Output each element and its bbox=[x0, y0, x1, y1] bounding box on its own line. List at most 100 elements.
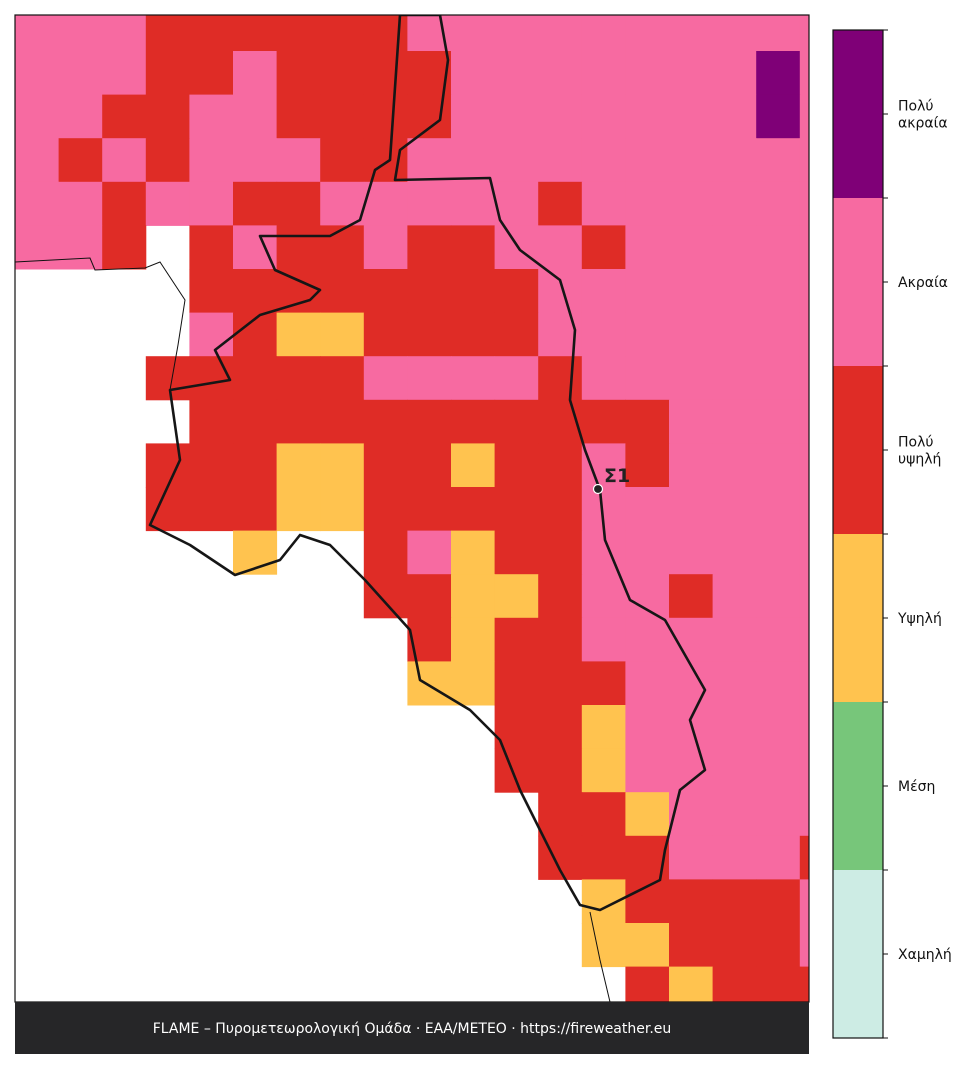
cell bbox=[363, 574, 408, 619]
cell bbox=[625, 225, 670, 270]
cell bbox=[145, 443, 190, 488]
cell bbox=[451, 574, 496, 619]
cell bbox=[625, 15, 670, 52]
cell bbox=[581, 574, 626, 619]
footer-bar bbox=[15, 1002, 809, 1054]
cell bbox=[538, 748, 583, 793]
cell bbox=[494, 443, 539, 488]
cell bbox=[538, 399, 583, 444]
cell bbox=[363, 312, 408, 357]
cell bbox=[799, 225, 809, 270]
cell bbox=[233, 51, 278, 96]
cell bbox=[451, 94, 496, 139]
cell bbox=[494, 312, 539, 357]
cell bbox=[712, 443, 757, 488]
cell bbox=[799, 617, 809, 662]
cell bbox=[799, 487, 809, 532]
cell bbox=[712, 225, 757, 270]
cell bbox=[494, 225, 539, 270]
cell bbox=[669, 138, 714, 183]
cell bbox=[451, 15, 496, 52]
cell bbox=[363, 530, 408, 575]
cell bbox=[494, 356, 539, 401]
colorbar-segment bbox=[833, 534, 883, 702]
cell bbox=[538, 617, 583, 662]
cell bbox=[538, 181, 583, 226]
cell bbox=[669, 94, 714, 139]
cell bbox=[538, 356, 583, 401]
cell bbox=[712, 51, 757, 96]
footer-text: FLAME – Πυρομετεωρολογική Ομάδα · ΕΑΑ/ME… bbox=[153, 1021, 672, 1037]
cell bbox=[581, 94, 626, 139]
cell bbox=[363, 487, 408, 532]
cell bbox=[625, 94, 670, 139]
cell bbox=[451, 138, 496, 183]
cell bbox=[407, 181, 452, 226]
cell bbox=[538, 443, 583, 488]
cell bbox=[538, 269, 583, 314]
cell bbox=[233, 225, 278, 270]
cell bbox=[233, 181, 278, 226]
cell bbox=[625, 443, 670, 488]
cell bbox=[102, 225, 147, 270]
cell bbox=[407, 399, 452, 444]
cell bbox=[363, 15, 408, 52]
cell bbox=[669, 574, 714, 619]
cell bbox=[669, 966, 714, 1002]
colorbar-frame bbox=[832, 29, 884, 1039]
cell bbox=[189, 138, 234, 183]
cell bbox=[320, 443, 365, 488]
cell bbox=[756, 487, 801, 532]
borders bbox=[15, 15, 707, 1002]
cell bbox=[102, 138, 147, 183]
cell bbox=[712, 748, 757, 793]
cell bbox=[756, 312, 801, 357]
cell bbox=[189, 51, 234, 96]
cell bbox=[756, 617, 801, 662]
cell bbox=[799, 792, 809, 837]
cell bbox=[581, 399, 626, 444]
cell bbox=[756, 51, 801, 96]
cell bbox=[581, 225, 626, 270]
cell bbox=[799, 94, 809, 139]
cell bbox=[494, 530, 539, 575]
cell bbox=[363, 443, 408, 488]
cell bbox=[363, 94, 408, 139]
cell bbox=[756, 181, 801, 226]
cell bbox=[407, 269, 452, 314]
cell bbox=[669, 443, 714, 488]
cell bbox=[625, 923, 670, 968]
cell bbox=[494, 15, 539, 52]
cell bbox=[799, 312, 809, 357]
cell bbox=[799, 181, 809, 226]
cell bbox=[538, 51, 583, 96]
cell bbox=[538, 661, 583, 706]
cell bbox=[102, 15, 147, 52]
cell bbox=[494, 574, 539, 619]
cell bbox=[363, 51, 408, 96]
cell bbox=[756, 923, 801, 968]
cell bbox=[712, 181, 757, 226]
cell bbox=[189, 399, 234, 444]
cell bbox=[145, 138, 190, 183]
cell bbox=[233, 443, 278, 488]
colorbar: Χαμηλή Μέση Υψηλή Πολύ υψηλή Ακραία Πολύ ακραία bbox=[832, 29, 952, 1039]
cell bbox=[58, 51, 103, 96]
cell bbox=[407, 574, 452, 619]
cell bbox=[363, 138, 408, 183]
cell bbox=[625, 574, 670, 619]
cell bbox=[233, 138, 278, 183]
cell bbox=[276, 443, 321, 488]
cell bbox=[363, 225, 408, 270]
cell bbox=[799, 51, 809, 96]
cell bbox=[189, 181, 234, 226]
cell bbox=[756, 15, 801, 52]
cell bbox=[494, 617, 539, 662]
cell bbox=[756, 966, 801, 1002]
cell bbox=[320, 15, 365, 52]
cell bbox=[233, 356, 278, 401]
cell bbox=[756, 748, 801, 793]
cell bbox=[233, 94, 278, 139]
cell bbox=[451, 399, 496, 444]
colorbar-segment bbox=[833, 198, 883, 366]
